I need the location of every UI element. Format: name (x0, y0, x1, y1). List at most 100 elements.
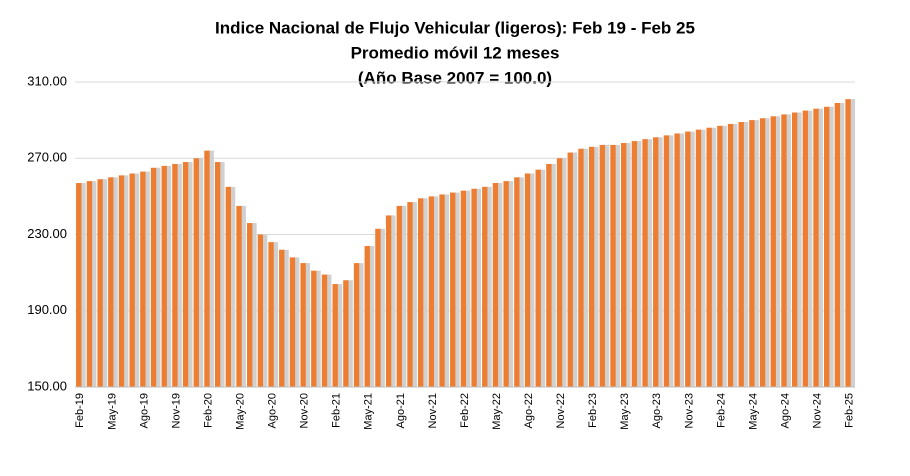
bar (140, 171, 146, 387)
bar (599, 144, 605, 387)
x-tick-label: Ago-24 (779, 393, 791, 428)
bar (813, 108, 819, 387)
bar-shadow (186, 162, 193, 387)
bar (471, 188, 477, 387)
bar-shadow (827, 106, 834, 387)
bar-shadow (816, 108, 823, 387)
bar-shadow (228, 186, 236, 387)
bar (824, 106, 830, 387)
bar (172, 163, 178, 387)
x-tick-label: Nov-24 (812, 393, 824, 428)
bar-shadow (378, 228, 385, 387)
bar-shadow (666, 135, 674, 387)
bar (332, 284, 338, 387)
bar (428, 196, 435, 387)
bar-shadow (453, 192, 460, 387)
bar (802, 110, 808, 387)
bar-shadow (784, 114, 791, 387)
bar-shadow (122, 175, 129, 387)
bar-shadow (442, 194, 449, 387)
x-tick-label: Feb-21 (331, 393, 343, 428)
bar (236, 205, 242, 387)
bar (845, 99, 851, 387)
bar-shadow (602, 144, 610, 387)
x-tick-label: Ago-20 (267, 393, 279, 428)
bar-shadow (399, 205, 407, 387)
y-tick-label: 270.00 (27, 150, 67, 165)
bar (375, 228, 381, 387)
bar (524, 173, 531, 387)
bar-shadow (389, 215, 396, 387)
bar (150, 167, 157, 387)
bar-shadow (506, 181, 514, 387)
y-tick-label: 190.00 (27, 302, 67, 317)
bar-shadow (538, 169, 546, 387)
bar (311, 270, 317, 387)
bar (514, 177, 520, 387)
bar-shadow (100, 179, 108, 387)
bar-shadow (410, 202, 417, 387)
bar-shadow (656, 137, 663, 387)
bar (396, 205, 402, 387)
bar-shadow (154, 167, 161, 387)
bar-shadow (624, 143, 631, 387)
bar-shadow (314, 270, 321, 387)
x-tick-label: Nov-22 (555, 393, 567, 428)
chart-subtitle: (Año Base 2007 = 100.0) (358, 68, 552, 87)
bar (695, 129, 702, 387)
bar-shadow (763, 118, 770, 387)
bar-shadow (795, 112, 802, 387)
bar (460, 190, 467, 387)
bar (663, 135, 670, 387)
bar-shadow (634, 141, 642, 387)
bar-shadow (346, 280, 353, 387)
x-tick-label: Feb-24 (715, 393, 727, 428)
bar (653, 137, 659, 387)
bar (204, 150, 210, 387)
bar-shadow (79, 183, 86, 387)
bar (492, 183, 499, 387)
bar (482, 186, 488, 387)
bar-shadow (848, 99, 855, 387)
bar (247, 223, 253, 387)
bar (642, 139, 648, 387)
bar (706, 127, 712, 387)
x-tick-label: Feb-22 (459, 393, 471, 428)
bar-shadow (111, 177, 118, 387)
bar-shadow (367, 245, 375, 387)
bar (118, 175, 125, 387)
bar-shadow (421, 198, 428, 387)
bar-shadow (89, 181, 97, 387)
bar (279, 249, 285, 387)
bar-shadow (335, 284, 343, 387)
bar (353, 263, 360, 387)
bar (717, 125, 723, 387)
bar (535, 169, 541, 387)
bar-shadow (699, 129, 706, 387)
bar-shadow (271, 242, 279, 387)
x-tick-label: Ago-19 (138, 393, 150, 428)
x-tick-label: Ago-21 (395, 393, 407, 428)
bar-shadow (292, 257, 300, 387)
bar-shadow (645, 139, 652, 387)
bar-shadow (752, 120, 759, 387)
bar-shadow (592, 146, 599, 387)
bar (300, 263, 306, 387)
x-tick-label: May-23 (619, 393, 631, 430)
bar (385, 215, 392, 387)
bar (546, 163, 552, 387)
x-tick-label: May-22 (491, 393, 503, 430)
bar-shadow (570, 152, 578, 387)
bar (225, 186, 231, 387)
bar-shadow (720, 125, 727, 387)
bar (321, 274, 328, 387)
bar (567, 152, 573, 387)
bar (182, 162, 189, 387)
chart-title: Indice Nacional de Flujo Vehicular (lige… (215, 18, 695, 37)
bar (86, 181, 93, 387)
bar-shadow (495, 183, 503, 387)
bar-shadow (528, 173, 535, 387)
x-tick-label: May-20 (235, 393, 247, 430)
bar (417, 198, 424, 387)
